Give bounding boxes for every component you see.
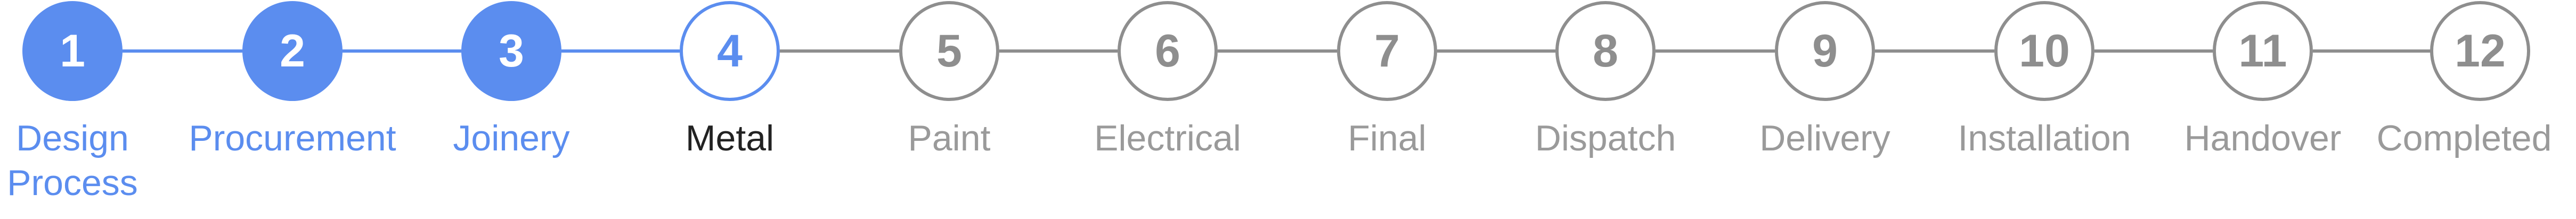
step-4-circle[interactable]: 4 [680,1,780,101]
step-10-label: Installation [1958,118,2131,158]
step-12[interactable]: 12 Completed [2352,0,2576,219]
step-1-circle[interactable]: 1 [22,1,123,101]
step-8[interactable]: 8 Dispatch [1499,0,1712,219]
step-9[interactable]: 9 Delivery [1718,0,1931,219]
step-10-circle[interactable]: 10 [1994,1,2094,101]
step-12-circle[interactable]: 12 [2430,1,2530,101]
step-3-label: Joinery [453,118,570,158]
step-9-label: Delivery [1759,118,1890,158]
step-2-label: Procurement [189,118,396,158]
step-8-label: Dispatch [1535,118,1676,158]
step-11-circle[interactable]: 11 [2213,1,2313,101]
step-7-label: Final [1348,118,1426,158]
step-5[interactable]: 5 Paint [843,0,1056,219]
step-1-label: Design Process [7,118,138,203]
step-12-label: Completed [2376,118,2552,158]
step-5-label: Paint [908,118,991,158]
step-7[interactable]: 7 Final [1281,0,1494,219]
step-5-circle[interactable]: 5 [899,1,999,101]
step-4[interactable]: 4 Metal [623,0,836,219]
step-7-circle[interactable]: 7 [1337,1,1437,101]
step-2-circle[interactable]: 2 [242,1,343,101]
step-4-label: Metal [685,118,775,158]
step-2[interactable]: 2 Procurement [186,0,399,219]
step-6[interactable]: 6 Electrical [1061,0,1274,219]
step-10[interactable]: 10 Installation [1938,0,2151,219]
step-3-circle[interactable]: 3 [461,1,561,101]
step-11[interactable]: 11 Handover [2156,0,2369,219]
step-1[interactable]: 1 Design Process [0,0,179,219]
step-8-circle[interactable]: 8 [1555,1,1656,101]
step-11-label: Handover [2184,118,2342,158]
step-9-circle[interactable]: 9 [1775,1,1875,101]
step-6-circle[interactable]: 6 [1118,1,1218,101]
step-6-label: Electrical [1094,118,1241,158]
step-3[interactable]: 3 Joinery [405,0,618,219]
